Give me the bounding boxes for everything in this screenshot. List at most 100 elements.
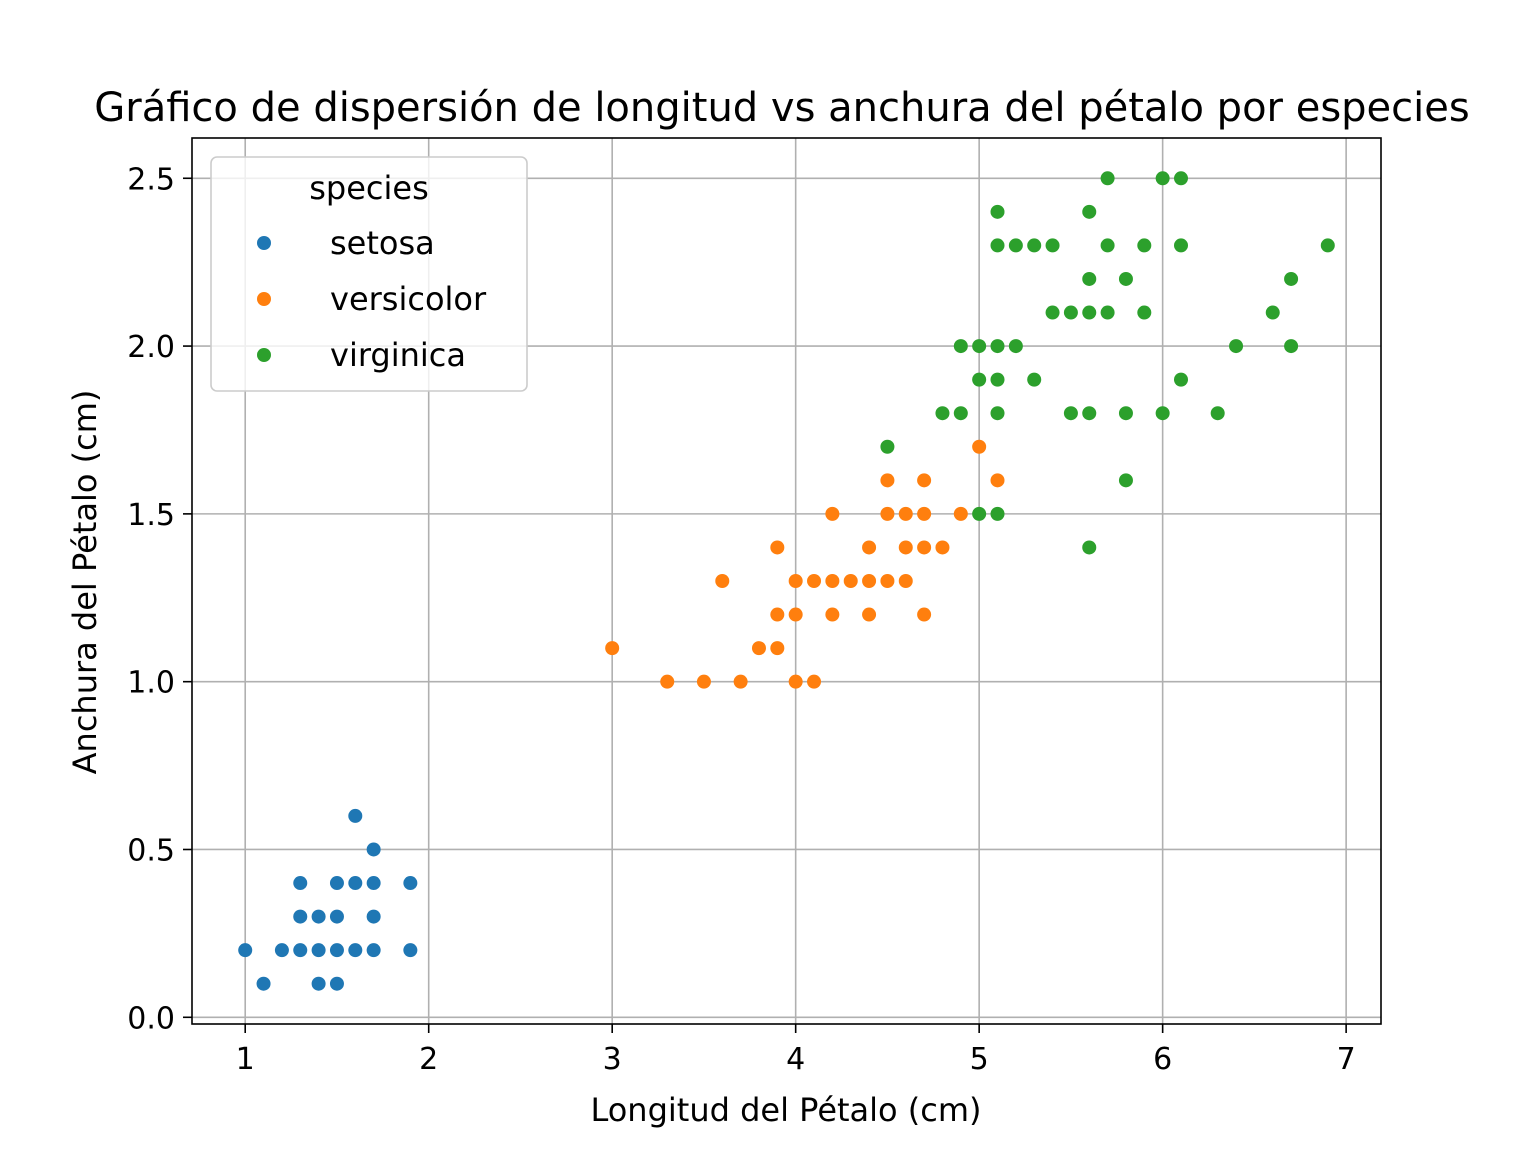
legend-marker-virginica [257,348,271,362]
data-point-versicolor [935,540,950,555]
x-tick-label: 1 [236,1042,255,1077]
data-point-virginica [1027,372,1042,387]
axis-ticks: 1 2 3 4 5 6 7 0.0 0.5 1.0 1.5 2.0 2.5 [127,162,1355,1077]
data-point-versicolor [825,607,840,622]
data-point-versicolor [605,641,620,656]
legend: species setosa versicolor virginica [210,156,528,392]
data-point-versicolor [807,674,822,689]
data-point-versicolor [880,473,895,488]
y-tick-label: 0.0 [127,1001,175,1036]
data-point-versicolor [788,574,803,588]
data-point-setosa [348,876,363,891]
y-tick-label: 1.0 [127,666,175,701]
series-virginica [880,171,1335,555]
data-point-setosa [293,876,308,891]
data-point-virginica [1008,238,1023,253]
x-tick-label: 5 [970,1042,989,1077]
legend-box [210,156,528,392]
data-point-versicolor [715,574,730,588]
legend-title: species [309,169,429,207]
data-point-setosa [329,876,344,891]
data-point-virginica [1173,171,1188,186]
data-point-virginica [1063,406,1078,421]
legend-label-setosa: setosa [330,224,435,262]
y-tick-label: 2.0 [127,330,175,365]
data-point-virginica [1027,238,1042,253]
data-point-virginica [990,204,1005,219]
x-tick-label: 6 [1153,1042,1172,1077]
data-point-versicolor [770,607,785,622]
data-point-versicolor [788,607,803,622]
data-point-virginica [1320,238,1335,253]
data-point-versicolor [862,540,877,555]
data-point-virginica [1100,171,1115,186]
data-point-versicolor [696,674,711,689]
x-tick-label: 4 [786,1042,805,1077]
data-point-setosa [329,909,344,924]
data-point-versicolor [843,574,858,588]
data-point-versicolor [825,574,840,588]
data-point-virginica [1155,406,1170,421]
data-point-virginica [990,406,1005,421]
data-point-virginica [1118,406,1133,421]
data-point-virginica [972,506,987,521]
legend-label-versicolor: versicolor [330,280,487,318]
data-point-setosa [403,876,418,891]
data-point-virginica [990,339,1005,354]
data-point-versicolor [733,674,748,689]
data-point-versicolor [917,540,932,555]
data-point-virginica [1045,238,1060,253]
data-point-virginica [1082,305,1097,320]
data-point-setosa [366,842,381,857]
data-point-setosa [311,909,326,924]
data-point-setosa [274,943,289,958]
x-axis-label: Longitud del Pétalo (cm) [590,1091,981,1129]
data-point-versicolor [862,574,877,588]
data-point-setosa [311,976,326,991]
y-tick-label: 2.5 [127,162,175,197]
data-point-versicolor [917,473,932,488]
data-point-setosa [329,943,344,958]
data-point-setosa [403,943,418,958]
data-point-virginica [1082,540,1097,555]
data-point-virginica [1118,473,1133,488]
legend-label-virginica: virginica [330,336,466,374]
data-point-virginica [1063,305,1078,320]
series-setosa [238,808,418,991]
data-point-versicolor [825,506,840,521]
data-point-versicolor [953,506,968,521]
data-point-virginica [990,372,1005,387]
y-tick-label: 0.5 [127,833,175,868]
data-point-setosa [366,909,381,924]
data-point-versicolor [880,574,895,588]
data-point-setosa [366,943,381,958]
data-point-versicolor [807,574,822,588]
x-tick-label: 2 [419,1042,438,1077]
y-axis-label: Anchura del Pétalo (cm) [66,390,104,775]
data-point-virginica [990,506,1005,521]
data-point-versicolor [880,506,895,521]
plot-frame [191,137,1382,1025]
data-point-versicolor [770,540,785,555]
data-point-virginica [1229,339,1244,354]
x-tick-label: 7 [1337,1042,1356,1077]
data-point-virginica [990,238,1005,253]
data-point-virginica [880,439,895,454]
data-point-virginica [1082,204,1097,219]
data-point-virginica [1173,238,1188,253]
data-point-setosa [293,909,308,924]
data-points [238,171,1335,991]
data-point-setosa [329,976,344,991]
data-point-virginica [935,406,950,421]
data-point-virginica [1100,238,1115,253]
data-point-setosa [293,943,308,958]
data-point-virginica [1082,406,1097,421]
data-point-setosa [366,876,381,891]
data-point-versicolor [917,506,932,521]
data-point-virginica [1118,271,1133,286]
data-point-versicolor [788,674,803,689]
data-point-virginica [972,339,987,354]
data-point-versicolor [917,607,932,622]
data-point-versicolor [898,506,913,521]
